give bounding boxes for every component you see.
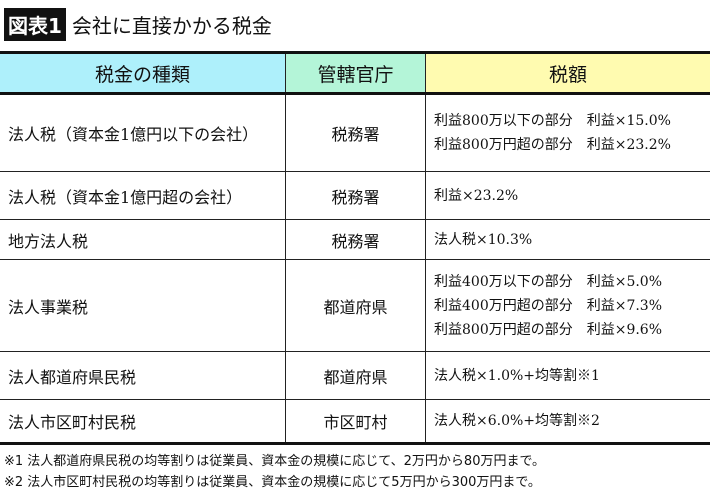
figure-title-text: 会社に直接かかる税金: [71, 13, 272, 38]
tax-type: 法人都道府県民税: [0, 351, 286, 400]
figure-title: 図表1 会社に直接かかる税金: [4, 7, 272, 41]
footnote: ※2 法人市区町村民税の均等割りは従業員、資本金の規模に応じて5万円から300万…: [4, 475, 541, 490]
tax-office: 市区町村: [285, 399, 426, 444]
tax-office: 税務署: [285, 93, 426, 172]
tax-office: 税務署: [285, 171, 426, 220]
tax-amount: 利益800万以下の部分 利益×15.0% 利益800万円超の部分 利益×23.2%: [425, 93, 710, 172]
table-row: 法人事業税 都道府県 利益400万以下の部分 利益×5.0% 利益400万円超の部分 …: [0, 259, 710, 352]
amount-line: 法人税×6.0%+均等割※2: [434, 413, 600, 429]
amount-line: 利益400万円超の部分 利益×7.3%: [434, 297, 663, 314]
amount-line: 利益800万円超の部分 利益×23.2%: [434, 137, 671, 153]
footnote: ※1 法人都道府県民税の均等割りは従業員、資本金の規模に応じて、2万円から80万…: [4, 454, 545, 469]
header-amount: 税額: [425, 52, 710, 95]
table-row: 法人市区町村民税 市区町村 法人税×6.0%+均等割※2: [0, 399, 710, 444]
amount-line: 利益400万以下の部分 利益×5.0%: [434, 273, 663, 290]
tax-amount: 法人税×10.3%: [425, 219, 710, 260]
tax-amount: 法人税×1.0%+均等割※1: [425, 351, 710, 400]
amount-line: 法人税×10.3%: [434, 231, 533, 248]
tax-table: 税金の種類 管轄官庁 税額 法人税（資本金1億円以下の会社） 税務署 利益800万以…: [0, 51, 710, 445]
header-row: 税金の種類 管轄官庁 税額: [0, 52, 710, 95]
amount-line: 利益×23.2%: [434, 187, 519, 204]
amount-line: 法人税×1.0%+均等割※1: [434, 367, 600, 384]
tax-type: 法人税（資本金1億円超の会社）: [0, 171, 286, 220]
tax-type: 法人税（資本金1億円以下の会社）: [0, 93, 286, 172]
tax-office: 都道府県: [285, 259, 426, 352]
header-office: 管轄官庁: [285, 52, 426, 95]
amount-line: 利益800万円超の部分 利益×9.6%: [434, 321, 663, 338]
figure-badge: 図表1: [4, 7, 66, 41]
table-row: 法人都道府県民税 都道府県 法人税×1.0%+均等割※1: [0, 351, 710, 400]
tax-amount: 利益×23.2%: [425, 171, 710, 220]
amount-line: 利益800万以下の部分 利益×15.0%: [434, 113, 671, 129]
footnotes: ※1 法人都道府県民税の均等割りは従業員、資本金の規模に応じて、2万円から80万…: [4, 451, 545, 493]
tax-type: 法人市区町村民税: [0, 399, 286, 444]
header-type: 税金の種類: [0, 52, 286, 95]
table-row: 法人税（資本金1億円以下の会社） 税務署 利益800万以下の部分 利益×15.0% 利…: [0, 93, 710, 172]
tax-office: 税務署: [285, 219, 426, 260]
tax-amount: 利益400万以下の部分 利益×5.0% 利益400万円超の部分 利益×7.3% 利益…: [425, 259, 710, 352]
tax-amount: 法人税×6.0%+均等割※2: [425, 399, 710, 444]
table-row: 地方法人税 税務署 法人税×10.3%: [0, 219, 710, 260]
table-row: 法人税（資本金1億円超の会社） 税務署 利益×23.2%: [0, 171, 710, 220]
tax-type: 地方法人税: [0, 219, 286, 260]
tax-type: 法人事業税: [0, 259, 286, 352]
tax-office: 都道府県: [285, 351, 426, 400]
